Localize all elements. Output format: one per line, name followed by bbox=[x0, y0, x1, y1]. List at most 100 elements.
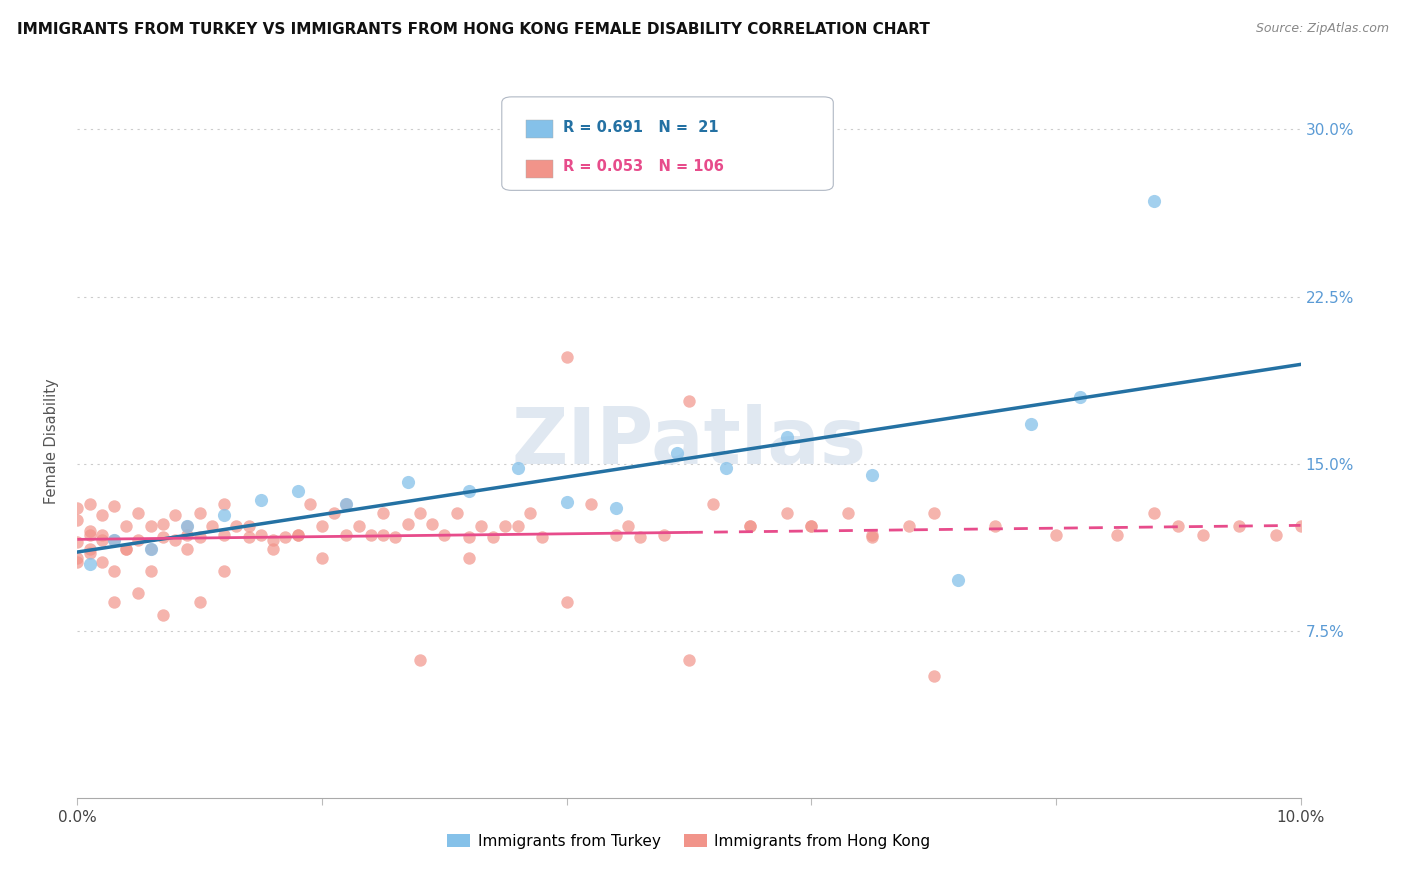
Point bbox=[470, 519, 492, 533]
Point bbox=[139, 541, 162, 556]
Point bbox=[446, 506, 468, 520]
Point bbox=[238, 530, 260, 544]
Point bbox=[665, 446, 688, 460]
FancyBboxPatch shape bbox=[526, 160, 553, 178]
Point bbox=[212, 508, 235, 523]
Point bbox=[115, 541, 138, 556]
Point bbox=[1143, 194, 1166, 208]
Point bbox=[212, 497, 235, 511]
Point bbox=[335, 528, 357, 542]
Point bbox=[335, 497, 357, 511]
Point bbox=[311, 519, 333, 533]
Point bbox=[90, 508, 112, 523]
Point bbox=[298, 497, 321, 511]
Point bbox=[1143, 506, 1166, 520]
Point bbox=[837, 506, 859, 520]
Point bbox=[79, 557, 101, 572]
Point bbox=[127, 533, 149, 547]
Point bbox=[702, 497, 724, 511]
Point bbox=[212, 528, 235, 542]
Text: R = 0.691   N =  21: R = 0.691 N = 21 bbox=[562, 120, 718, 135]
Point bbox=[176, 519, 198, 533]
Point bbox=[409, 506, 432, 520]
Point bbox=[579, 497, 602, 511]
Point bbox=[188, 506, 211, 520]
Point bbox=[201, 519, 224, 533]
Point bbox=[1045, 528, 1067, 542]
Point bbox=[898, 519, 921, 533]
Y-axis label: Female Disability: Female Disability bbox=[44, 379, 59, 504]
Point bbox=[287, 483, 309, 498]
Point bbox=[531, 530, 554, 544]
Point bbox=[139, 519, 162, 533]
Point bbox=[433, 528, 456, 542]
Point bbox=[127, 586, 149, 600]
Point bbox=[176, 541, 198, 556]
Point bbox=[66, 555, 89, 569]
Point bbox=[176, 528, 198, 542]
Point bbox=[66, 550, 89, 565]
Point bbox=[103, 500, 125, 514]
Point bbox=[238, 519, 260, 533]
Point bbox=[605, 501, 627, 516]
Point bbox=[800, 519, 823, 533]
Point bbox=[103, 533, 125, 547]
Point bbox=[555, 494, 578, 508]
Point bbox=[482, 530, 505, 544]
Point bbox=[457, 550, 479, 565]
Point bbox=[165, 533, 187, 547]
Point bbox=[360, 528, 382, 542]
Point bbox=[506, 461, 529, 475]
Point bbox=[1107, 528, 1129, 542]
Point bbox=[311, 550, 333, 565]
Point bbox=[984, 519, 1007, 533]
Point bbox=[922, 669, 945, 683]
Point bbox=[862, 468, 884, 483]
Point bbox=[79, 546, 101, 560]
Point bbox=[212, 564, 235, 578]
Point bbox=[323, 506, 346, 520]
Point bbox=[66, 535, 89, 549]
Text: Source: ZipAtlas.com: Source: ZipAtlas.com bbox=[1256, 22, 1389, 36]
Point bbox=[740, 519, 762, 533]
Point bbox=[165, 508, 187, 523]
Point bbox=[1021, 417, 1043, 431]
Point bbox=[605, 528, 627, 542]
Point bbox=[90, 528, 112, 542]
Point bbox=[371, 506, 394, 520]
Point bbox=[1191, 528, 1213, 542]
Point bbox=[776, 430, 799, 444]
Point bbox=[678, 653, 700, 667]
Point bbox=[188, 530, 211, 544]
Point bbox=[457, 483, 479, 498]
Point bbox=[396, 517, 419, 532]
Text: ZIPatlas: ZIPatlas bbox=[512, 403, 866, 480]
Legend: Immigrants from Turkey, Immigrants from Hong Kong: Immigrants from Turkey, Immigrants from … bbox=[441, 828, 936, 855]
Point bbox=[1229, 519, 1251, 533]
Point bbox=[862, 530, 884, 544]
Point bbox=[776, 506, 799, 520]
Point bbox=[66, 501, 89, 516]
Point bbox=[250, 528, 273, 542]
Point bbox=[115, 519, 138, 533]
FancyBboxPatch shape bbox=[502, 97, 834, 190]
Point bbox=[495, 519, 517, 533]
Point bbox=[800, 519, 823, 533]
Point bbox=[1265, 528, 1288, 542]
Point bbox=[628, 530, 651, 544]
Point bbox=[152, 608, 174, 623]
Point bbox=[152, 517, 174, 532]
Point bbox=[262, 541, 284, 556]
Point bbox=[225, 519, 247, 533]
Point bbox=[396, 475, 419, 489]
Point bbox=[740, 519, 762, 533]
Point bbox=[250, 492, 273, 507]
Point bbox=[922, 506, 945, 520]
Point bbox=[66, 512, 89, 526]
Point bbox=[555, 595, 578, 609]
Point bbox=[862, 528, 884, 542]
Point bbox=[457, 530, 479, 544]
Point bbox=[519, 506, 541, 520]
Point bbox=[90, 533, 112, 547]
Point bbox=[1289, 519, 1312, 533]
